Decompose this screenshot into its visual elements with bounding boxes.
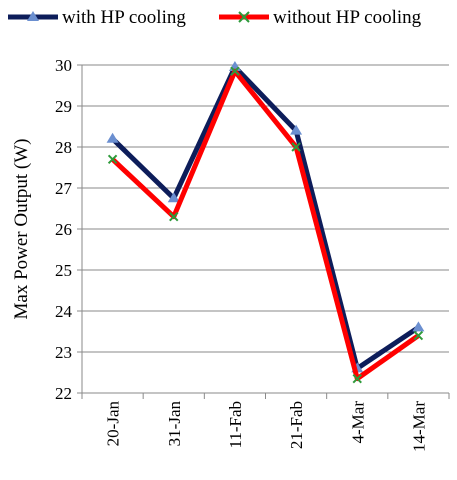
x-tick-label: 11-Fab bbox=[226, 401, 245, 449]
y-tick-label: 22 bbox=[55, 384, 72, 403]
y-tick-label: 26 bbox=[55, 220, 72, 239]
series-1 bbox=[107, 66, 424, 384]
data-point bbox=[290, 124, 303, 135]
x-tick-label: 14-Mar bbox=[409, 401, 428, 452]
series-line-0 bbox=[110, 64, 420, 371]
data-point bbox=[169, 211, 179, 222]
legend-label-with-hp-cooling: with HP cooling bbox=[62, 7, 186, 28]
data-point bbox=[106, 132, 119, 143]
x-axis-ticks: 20-Jan 31-Jan 11-Fab 21-Fab 4-Mar 14-Mar bbox=[81, 393, 450, 452]
data-point bbox=[107, 154, 118, 165]
data-point bbox=[413, 330, 424, 341]
data-point bbox=[291, 142, 301, 152]
legend-label-without-hp-cooling: without HP cooling bbox=[273, 7, 422, 28]
x-tick-label: 21-Fab bbox=[287, 401, 306, 449]
series-0 bbox=[106, 61, 425, 373]
x-tick-label: 4-Mar bbox=[348, 401, 367, 444]
y-tick-label: 30 bbox=[55, 56, 72, 75]
data-point bbox=[167, 192, 180, 203]
x-tick-label: 20-Jan bbox=[104, 401, 123, 447]
legend-marker-without-hp-cooling bbox=[238, 11, 250, 23]
x-tick-label: 31-Jan bbox=[165, 401, 184, 447]
data-point bbox=[352, 373, 362, 384]
y-tick-label: 25 bbox=[55, 261, 72, 280]
data-point bbox=[230, 66, 240, 76]
series-line-1 bbox=[110, 68, 420, 382]
y-axis-title: Max Power Output (W) bbox=[11, 139, 32, 320]
legend-marker-with-hp-cooling bbox=[27, 11, 39, 21]
y-tick-label: 27 bbox=[55, 179, 73, 198]
series-group bbox=[106, 61, 425, 384]
y-tick-label: 23 bbox=[55, 343, 72, 362]
y-tick-label: 24 bbox=[55, 302, 73, 321]
data-point bbox=[412, 321, 425, 332]
y-axis-ticks: 22 23 24 25 26 27 28 29 30 bbox=[55, 56, 82, 403]
y-tick-label: 28 bbox=[55, 138, 72, 157]
legend: with HP cooling without HP cooling bbox=[8, 7, 422, 28]
y-tick-label: 29 bbox=[55, 97, 72, 116]
